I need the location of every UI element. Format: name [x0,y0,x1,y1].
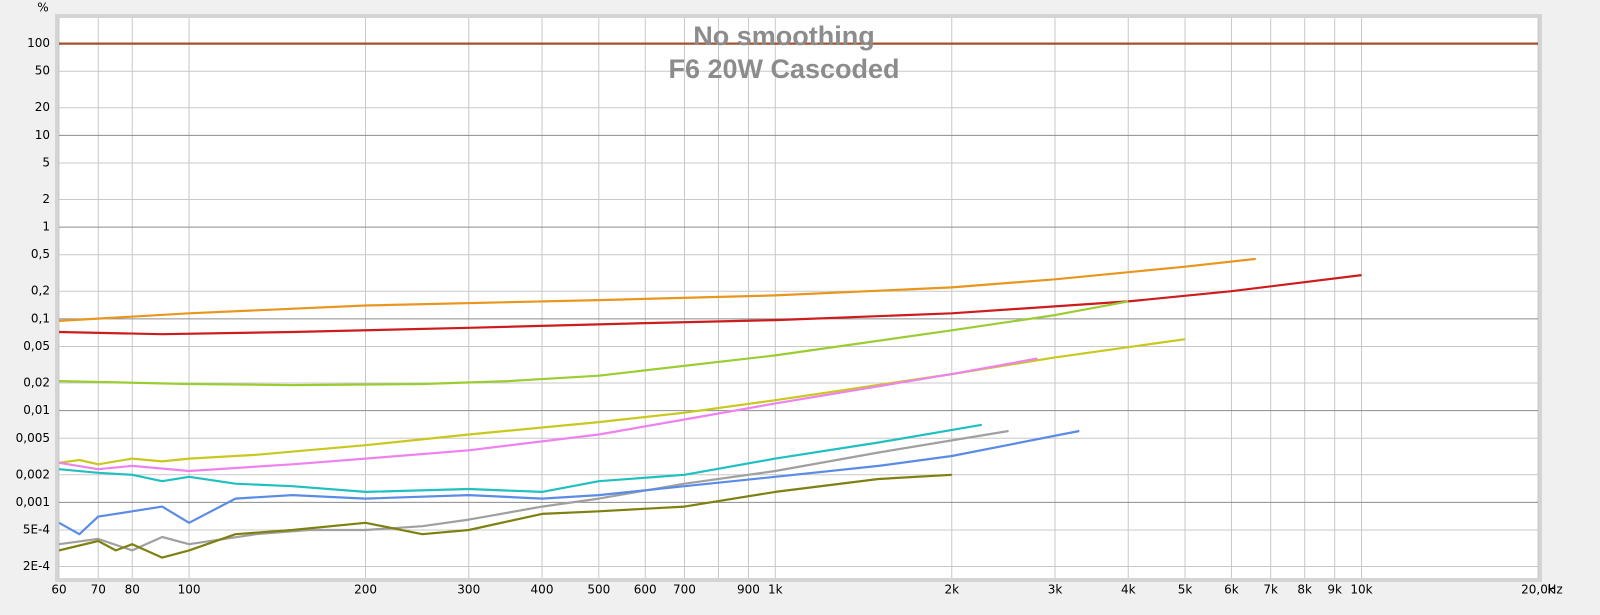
x-tick-label: 1k [768,583,783,597]
x-tick-label: 2k [944,583,959,597]
y-tick-label: 5E-4 [23,523,50,537]
y-tick-label: 0,002 [16,467,50,481]
y-tick-label: 0,01 [23,403,50,417]
x-tick-label: 100 [178,583,201,597]
y-tick-label: 0,02 [23,376,50,390]
y-tick-label: 20 [35,100,50,114]
x-tick-label: 500 [587,583,610,597]
y-tick-label: 1 [42,220,50,234]
y-tick-label: 50 [35,64,50,78]
y-tick-label: 0,001 [16,495,50,509]
x-tick-label: 70 [91,583,106,597]
chart-subtitle: F6 20W Cascoded [668,54,899,84]
x-tick-label: 7k [1263,583,1278,597]
series-line [59,423,982,493]
x-tick-label: 200 [354,583,377,597]
x-tick-label: 9k [1327,583,1342,597]
x-tick-label: 80 [125,583,140,597]
x-tick-label: 20,0k [1521,583,1555,597]
x-tick-label: 900 [737,583,760,597]
series-line [59,300,1129,387]
x-tick-label: 400 [531,583,554,597]
x-tick-label: 5k [1178,583,1193,597]
x-tick-label: 700 [673,583,696,597]
x-tick-label: 10k [1350,583,1372,597]
x-axis-label: Hz [1547,583,1562,597]
x-tick-label: 4k [1121,583,1136,597]
y-tick-label: 5 [42,155,50,169]
y-tick-label: 0,1 [31,311,50,325]
y-tick-label: 10 [35,128,50,142]
y-tick-label: 2 [42,192,50,206]
x-tick-label: 3k [1048,583,1063,597]
x-tick-label: 8k [1297,583,1312,597]
series-line [59,274,1362,336]
plot-area [59,18,1538,578]
chart-title: No smoothing [693,21,874,51]
x-tick-label: 6k [1224,583,1239,597]
y-tick-label: 2E-4 [23,559,50,573]
lines [59,42,1538,559]
y-tick-label: 0,5 [31,247,50,261]
x-tick-label: 300 [457,583,480,597]
series-line [59,473,952,559]
y-tick-label: 0,005 [16,431,50,445]
y-tick-label: 100 [27,36,50,50]
series-line [59,429,1080,536]
series-line [59,357,1038,473]
x-tick-label: 60 [51,583,66,597]
y-tick-label: 0,05 [23,339,50,353]
y-axis-label: % [37,1,48,15]
y-tick-label: 0,2 [31,284,50,298]
x-tick-label: 600 [634,583,657,597]
series-line [59,257,1256,322]
